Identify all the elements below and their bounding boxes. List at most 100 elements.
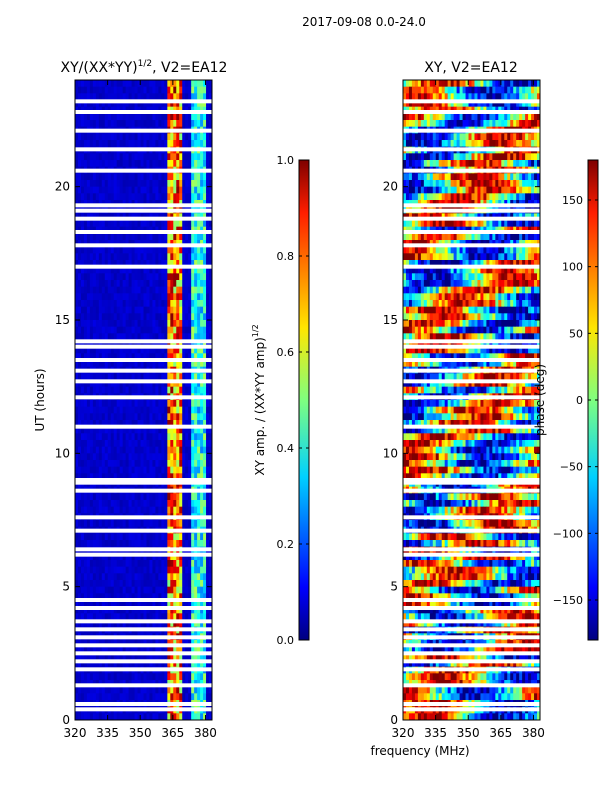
heatmap-cell bbox=[140, 500, 144, 508]
heatmap-cell bbox=[125, 613, 130, 621]
heatmap-cell bbox=[194, 426, 198, 434]
heatmap-cell bbox=[143, 313, 147, 321]
heatmap-cell bbox=[101, 113, 106, 121]
heatmap-cell bbox=[83, 466, 88, 474]
heatmap-cell bbox=[197, 580, 201, 588]
heatmap-cell bbox=[98, 300, 103, 308]
heatmap-cell bbox=[137, 113, 141, 121]
heatmap-cell bbox=[83, 693, 88, 701]
heatmap-cell bbox=[149, 473, 153, 481]
heatmap-cell bbox=[134, 360, 138, 368]
heatmap-cell bbox=[86, 80, 91, 88]
heatmap-cell bbox=[104, 406, 109, 414]
heatmap-cell bbox=[170, 293, 174, 301]
heatmap-cell bbox=[101, 306, 106, 314]
heatmap-cell bbox=[143, 426, 147, 434]
heatmap-cell bbox=[86, 533, 91, 541]
heatmap-cell bbox=[134, 433, 138, 441]
heatmap-cell bbox=[158, 506, 162, 514]
heatmap-cell bbox=[134, 160, 138, 168]
heatmap-cell bbox=[194, 593, 198, 601]
heatmap-cell bbox=[164, 686, 168, 694]
heatmap-cell bbox=[143, 580, 147, 588]
heatmap-cell bbox=[486, 133, 490, 141]
heatmap-cell bbox=[113, 660, 118, 668]
heatmap-cell bbox=[95, 373, 100, 381]
heatmap-cell bbox=[194, 553, 198, 561]
heatmap-cell bbox=[89, 133, 94, 141]
heatmap-cell bbox=[137, 140, 141, 148]
heatmap-cell bbox=[143, 260, 147, 268]
heatmap-cell bbox=[137, 346, 141, 354]
heatmap-cell bbox=[95, 646, 100, 654]
heatmap-cell bbox=[143, 246, 147, 254]
heatmap-cell bbox=[200, 220, 204, 228]
heatmap-cell bbox=[194, 566, 198, 574]
heatmap-cell bbox=[158, 233, 162, 241]
heatmap-cell bbox=[164, 420, 168, 428]
heatmap-cell bbox=[92, 253, 97, 261]
heatmap-cell bbox=[429, 100, 434, 108]
heatmap-cell bbox=[140, 193, 144, 201]
heatmap-cell bbox=[143, 300, 147, 308]
heatmap-cell bbox=[119, 566, 124, 574]
heatmap-cell bbox=[104, 540, 109, 548]
heatmap-cell bbox=[137, 460, 141, 468]
heatmap-cell bbox=[110, 113, 115, 121]
heatmap-cell bbox=[80, 433, 85, 441]
heatmap-cell bbox=[101, 693, 106, 701]
heatmap-cell bbox=[200, 540, 204, 548]
heatmap-cell bbox=[152, 346, 156, 354]
heatmap-cell bbox=[176, 693, 180, 701]
heatmap-cell bbox=[161, 506, 165, 514]
heatmap-cell bbox=[167, 613, 171, 621]
heatmap-cell bbox=[197, 313, 201, 321]
heatmap-cell bbox=[203, 353, 207, 361]
heatmap-cell bbox=[116, 453, 121, 461]
heatmap-cell bbox=[75, 413, 79, 421]
heatmap-cell bbox=[95, 360, 100, 368]
heatmap-cell bbox=[143, 253, 147, 261]
heatmap-cell bbox=[98, 273, 103, 281]
heatmap-cell bbox=[176, 473, 180, 481]
heatmap-cell bbox=[200, 620, 204, 628]
heatmap-cell bbox=[489, 140, 493, 148]
heatmap-cell bbox=[188, 446, 192, 454]
heatmap-cell bbox=[98, 433, 103, 441]
heatmap-cell bbox=[182, 253, 186, 261]
heatmap-cell bbox=[423, 133, 428, 141]
heatmap-cell bbox=[191, 500, 195, 508]
heatmap-cell bbox=[113, 600, 118, 608]
heatmap-cell bbox=[170, 180, 174, 188]
heatmap-cell bbox=[203, 560, 207, 568]
heatmap-cell bbox=[194, 286, 198, 294]
heatmap-cell bbox=[119, 400, 124, 408]
heatmap-cell bbox=[107, 646, 112, 654]
heatmap-cell bbox=[492, 86, 496, 94]
heatmap-cell bbox=[119, 646, 124, 654]
heatmap-cell bbox=[104, 220, 109, 228]
heatmap-cell bbox=[122, 186, 127, 194]
heatmap-cell bbox=[182, 593, 186, 601]
heatmap-cell bbox=[408, 140, 413, 148]
heatmap-cell bbox=[134, 573, 138, 581]
heatmap-cell bbox=[206, 160, 210, 168]
flagged-row bbox=[75, 606, 212, 610]
heatmap-cell bbox=[143, 713, 147, 720]
heatmap-cell bbox=[86, 360, 91, 368]
heatmap-cell bbox=[137, 606, 141, 614]
heatmap-cell bbox=[119, 433, 124, 441]
heatmap-cell bbox=[101, 260, 106, 268]
heatmap-cell bbox=[158, 353, 162, 361]
heatmap-cell bbox=[203, 646, 207, 654]
heatmap-cell bbox=[185, 326, 189, 334]
heatmap-cell bbox=[89, 360, 94, 368]
heatmap-cell bbox=[119, 93, 124, 101]
heatmap-cell bbox=[143, 333, 147, 341]
heatmap-cell bbox=[203, 286, 207, 294]
heatmap-cell bbox=[101, 433, 106, 441]
heatmap-cell bbox=[161, 580, 165, 588]
heatmap-cell bbox=[194, 493, 198, 501]
heatmap-cell bbox=[116, 120, 121, 128]
heatmap-cell bbox=[161, 653, 165, 661]
